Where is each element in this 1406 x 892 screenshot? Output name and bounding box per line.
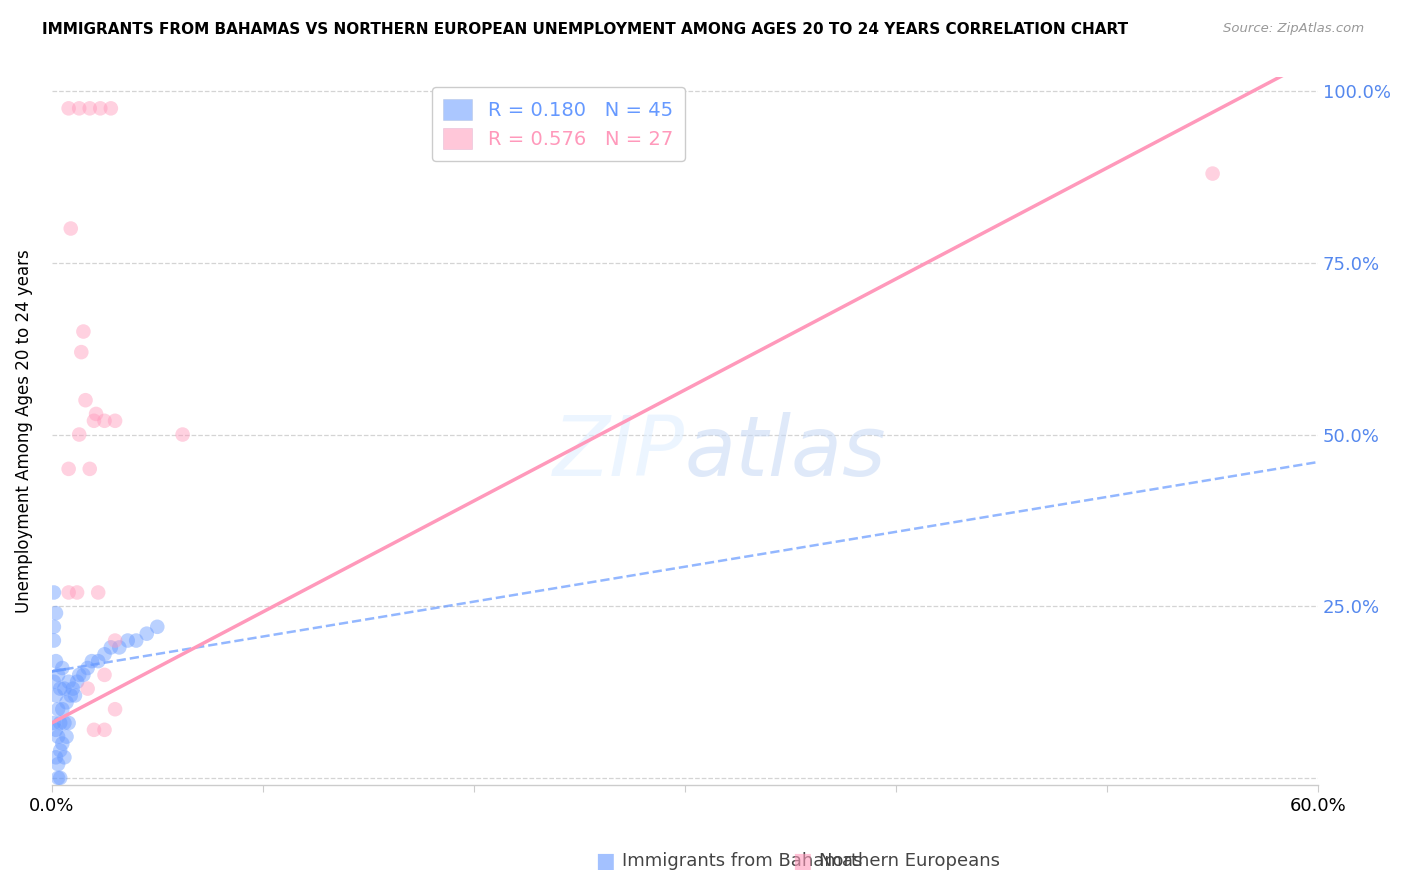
Point	[49, 681, 72, 696]
Point	[72, 325, 94, 339]
Point	[42, 620, 65, 634]
Point	[87, 585, 110, 599]
Point	[42, 585, 65, 599]
Point	[51, 661, 73, 675]
Point	[46, 702, 69, 716]
Point	[46, 771, 69, 785]
Text: Immigrants from Bahamas: Immigrants from Bahamas	[621, 852, 862, 870]
Point	[100, 101, 122, 115]
Point	[42, 674, 65, 689]
Point	[45, 654, 67, 668]
Point	[49, 743, 72, 757]
Point	[172, 427, 194, 442]
Point	[42, 715, 65, 730]
Point	[59, 221, 82, 235]
Point	[46, 668, 69, 682]
Point	[67, 668, 90, 682]
Point	[84, 407, 107, 421]
Legend: R = 0.180   N = 45, R = 0.576   N = 27: R = 0.180 N = 45, R = 0.576 N = 27	[432, 87, 685, 161]
Point	[58, 674, 80, 689]
Point	[146, 620, 169, 634]
Point	[62, 681, 84, 696]
Point	[135, 626, 157, 640]
Point	[80, 654, 103, 668]
Point	[104, 414, 127, 428]
Point	[104, 633, 127, 648]
Point	[49, 771, 72, 785]
Point	[83, 723, 105, 737]
Text: ZIP: ZIP	[553, 412, 685, 492]
Point	[58, 585, 80, 599]
Y-axis label: Unemployment Among Ages 20 to 24 years: Unemployment Among Ages 20 to 24 years	[15, 249, 32, 613]
Text: Source: ZipAtlas.com: Source: ZipAtlas.com	[1223, 22, 1364, 36]
Point	[93, 647, 115, 661]
Point	[72, 668, 94, 682]
Point	[51, 737, 73, 751]
Point	[55, 695, 77, 709]
Point	[108, 640, 131, 655]
Point	[93, 723, 115, 737]
Text: IMMIGRANTS FROM BAHAMAS VS NORTHERN EUROPEAN UNEMPLOYMENT AMONG AGES 20 TO 24 YE: IMMIGRANTS FROM BAHAMAS VS NORTHERN EURO…	[42, 22, 1128, 37]
Point	[70, 345, 93, 359]
Point	[83, 414, 105, 428]
Text: ■: ■	[595, 851, 614, 871]
Point	[55, 730, 77, 744]
Point	[93, 668, 115, 682]
Point	[76, 681, 98, 696]
Point	[100, 640, 122, 655]
Point	[58, 715, 80, 730]
Point	[46, 730, 69, 744]
Point	[53, 715, 76, 730]
Point	[45, 723, 67, 737]
Point	[49, 715, 72, 730]
Point	[93, 414, 115, 428]
Point	[75, 393, 97, 408]
Point	[58, 101, 80, 115]
Text: atlas: atlas	[685, 412, 887, 492]
Point	[63, 689, 86, 703]
Point	[45, 606, 67, 620]
Point	[42, 633, 65, 648]
Point	[45, 750, 67, 764]
Point	[79, 101, 101, 115]
Point	[53, 750, 76, 764]
Point	[66, 674, 89, 689]
Point	[51, 702, 73, 716]
Point	[89, 101, 111, 115]
Point	[46, 757, 69, 772]
Point	[117, 633, 139, 648]
Point	[45, 689, 67, 703]
Point	[67, 101, 90, 115]
Point	[125, 633, 148, 648]
Point	[58, 462, 80, 476]
Point	[104, 702, 127, 716]
Point	[67, 427, 90, 442]
Point	[79, 462, 101, 476]
Point	[59, 689, 82, 703]
Point	[66, 585, 89, 599]
Point	[1201, 167, 1223, 181]
Point	[87, 654, 110, 668]
Point	[53, 681, 76, 696]
Text: Northern Europeans: Northern Europeans	[818, 852, 1000, 870]
Text: ■: ■	[792, 851, 811, 871]
Point	[76, 661, 98, 675]
